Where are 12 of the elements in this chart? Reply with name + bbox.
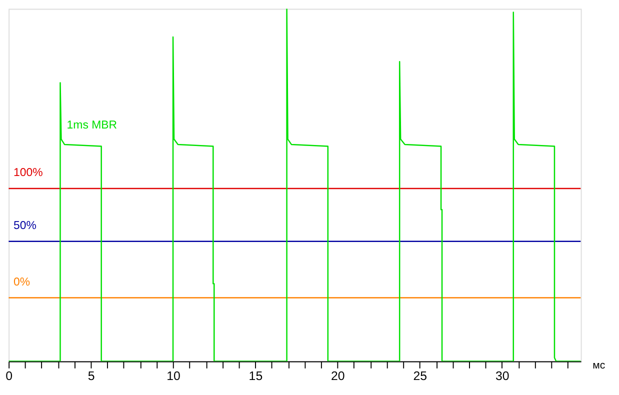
x-tick-label: 15 bbox=[248, 368, 263, 383]
x-tick-label: 20 bbox=[331, 368, 345, 383]
x-axis-title: мс bbox=[592, 359, 606, 372]
series-label: 0% bbox=[14, 276, 30, 288]
series-label: 50% bbox=[14, 220, 36, 232]
x-tick-label: 30 bbox=[495, 368, 510, 383]
x-tick-label: 5 bbox=[88, 368, 95, 383]
x-tick-label: 25 bbox=[413, 368, 428, 383]
x-tick-label: 0 bbox=[6, 368, 13, 383]
series-label: 1ms MBR bbox=[66, 120, 118, 132]
x-tick-label: 10 bbox=[166, 368, 180, 383]
series-label: 100% bbox=[14, 167, 43, 180]
